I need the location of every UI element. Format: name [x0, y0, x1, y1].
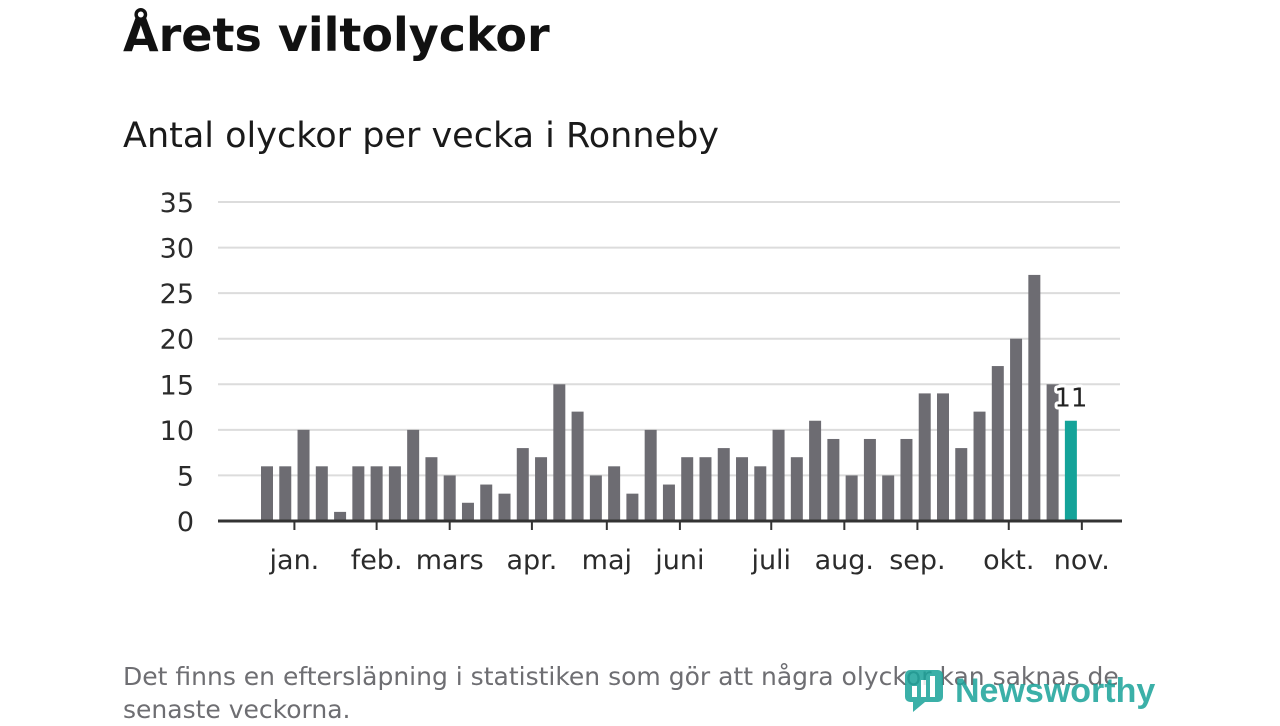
y-tick-label: 30	[160, 234, 194, 265]
x-axis-ticks: jan. feb. mars apr. maj juni juli aug. sep. okt. n…	[269, 521, 1110, 576]
x-tick-label: mars	[416, 545, 484, 576]
bar	[352, 466, 365, 521]
bar	[973, 411, 986, 521]
bar	[297, 429, 310, 521]
bar	[388, 466, 401, 521]
bar	[790, 457, 803, 521]
bar	[425, 457, 438, 521]
bar	[772, 429, 785, 521]
y-tick-label: 15	[160, 370, 194, 401]
bars	[261, 274, 1077, 521]
bar	[955, 448, 968, 521]
bar	[662, 484, 675, 521]
x-tick-label: aug.	[815, 545, 874, 576]
y-tick-label: 5	[177, 461, 194, 492]
bar	[991, 366, 1004, 521]
x-tick-label: juni	[654, 545, 704, 576]
bar	[571, 411, 584, 521]
x-tick-label: apr.	[506, 545, 557, 576]
newsworthy-logo-text: Newsworthy	[955, 671, 1156, 710]
gridlines	[218, 201, 1120, 477]
bar	[370, 466, 383, 521]
y-tick-label: 0	[177, 507, 194, 538]
bar	[717, 448, 730, 521]
bar	[279, 466, 292, 521]
bar	[516, 448, 529, 521]
x-tick-label: feb.	[351, 545, 403, 576]
y-tick-label: 25	[160, 279, 194, 310]
bar	[900, 438, 913, 521]
x-tick-label: juli	[750, 545, 791, 576]
bar	[809, 420, 822, 521]
bar	[754, 466, 767, 521]
last-value-label-halo: 11	[1054, 384, 1087, 414]
newsworthy-logo-icon	[905, 670, 943, 712]
x-tick-label: okt.	[983, 545, 1034, 576]
bar	[480, 484, 493, 521]
bar	[1010, 338, 1023, 521]
bar-highlight	[1064, 420, 1077, 521]
bar	[918, 393, 931, 521]
bar	[736, 457, 749, 521]
bar	[1028, 274, 1041, 521]
last-value-label: 11	[1054, 384, 1087, 414]
bar	[681, 457, 694, 521]
bar	[644, 429, 657, 521]
bar	[589, 475, 602, 521]
footnote: Det finns en eftersläpning i statistiken…	[123, 662, 1119, 724]
y-axis-ticks: 0 5 10 15 20 25 30 35	[160, 188, 194, 538]
x-tick-label: nov.	[1054, 545, 1110, 576]
bar	[827, 438, 840, 521]
bar	[334, 511, 347, 521]
bar-chart: 0 5 10 15 20 25 30 35 jan. feb. mars apr. maj juni ju…	[160, 188, 1122, 576]
bar	[608, 466, 621, 521]
bar	[407, 429, 420, 521]
bar	[261, 466, 273, 521]
chart-title: Årets viltolyckor	[123, 8, 550, 62]
bar	[699, 457, 712, 521]
bar	[535, 457, 548, 521]
bar	[845, 475, 858, 521]
bar	[461, 502, 474, 521]
bar	[553, 384, 566, 521]
bar	[882, 475, 895, 521]
y-tick-label: 20	[160, 325, 194, 356]
bar	[443, 475, 456, 521]
x-tick-label: maj	[582, 545, 632, 576]
newsworthy-logo: Newsworthy	[903, 668, 1155, 714]
bar	[936, 393, 949, 521]
x-tick-label: jan.	[269, 545, 320, 576]
chart-subtitle: Antal olyckor per vecka i Ronneby	[123, 116, 720, 156]
bar	[498, 493, 511, 521]
bar	[626, 493, 639, 521]
bar	[315, 466, 328, 521]
bar	[1046, 384, 1059, 521]
y-tick-label: 35	[160, 188, 194, 219]
bar	[863, 438, 876, 521]
y-tick-label: 10	[160, 416, 194, 447]
x-tick-label: sep.	[889, 545, 945, 576]
